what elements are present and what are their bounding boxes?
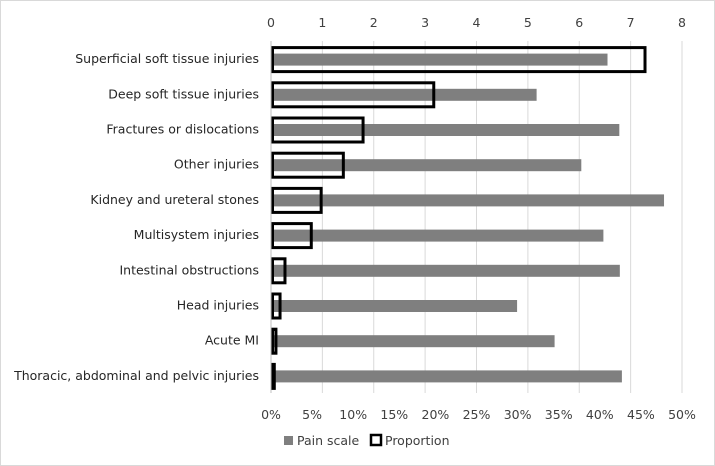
bottom-axis-tick-label: 50% bbox=[668, 407, 696, 422]
legend: Pain scale Proportion bbox=[284, 433, 450, 448]
top-axis-ticks: 0 1 2 3 4 5 6 7 8 bbox=[267, 15, 686, 30]
bottom-axis-tick-label: 20% bbox=[422, 407, 450, 422]
bottom-axis-tick-label: 30% bbox=[504, 407, 532, 422]
proportion-bar bbox=[271, 292, 282, 320]
pain-scale-bar bbox=[271, 264, 620, 277]
category-label: Head injuries bbox=[177, 298, 259, 313]
pain-scale-bar bbox=[271, 194, 665, 207]
bottom-axis-tick-label: 40% bbox=[586, 407, 614, 422]
pain-scale-bar bbox=[271, 300, 518, 312]
proportion-bar bbox=[271, 116, 365, 144]
bottom-axis-tick-label: 35% bbox=[545, 407, 573, 422]
category-label: Fractures or dislocations bbox=[106, 122, 259, 137]
proportion-bar bbox=[271, 327, 278, 355]
proportion-bar bbox=[271, 81, 436, 109]
proportion-bar bbox=[271, 186, 323, 214]
bottom-axis-tick-label: 0% bbox=[261, 407, 281, 422]
top-axis-tick-label: 2 bbox=[370, 15, 378, 30]
category-label: Multisystem injuries bbox=[134, 227, 259, 242]
pain-scale-bar bbox=[271, 53, 608, 66]
top-axis-tick-label: 4 bbox=[473, 15, 481, 30]
legend-label-pain-scale: Pain scale bbox=[297, 433, 360, 448]
pain-scale-bar bbox=[271, 229, 604, 242]
proportion-bar bbox=[271, 151, 345, 179]
category-label: Intestinal obstructions bbox=[119, 262, 259, 277]
proportion-bars bbox=[271, 46, 647, 390]
bottom-axis-tick-label: 45% bbox=[627, 407, 655, 422]
pain-scale-bar bbox=[271, 124, 620, 136]
legend-label-proportion: Proportion bbox=[385, 433, 450, 448]
proportion-bar bbox=[271, 362, 276, 390]
bottom-axis-tick-label: 25% bbox=[463, 407, 491, 422]
pain-scale-bar bbox=[271, 159, 582, 172]
proportion-bar bbox=[271, 46, 647, 74]
legend-swatch-pain-scale bbox=[284, 436, 293, 445]
bottom-axis-tick-label: 10% bbox=[339, 407, 367, 422]
category-label: Deep soft tissue injuries bbox=[108, 86, 259, 101]
top-axis-tick-label: 7 bbox=[627, 15, 635, 30]
legend-swatch-proportion bbox=[369, 433, 383, 447]
category-label: Thoracic, abdominal and pelvic injuries bbox=[13, 368, 259, 383]
pain-scale-bars bbox=[271, 53, 665, 383]
pain-scale-bar bbox=[271, 88, 537, 101]
top-axis-tick-label: 6 bbox=[575, 15, 583, 30]
category-label: Acute MI bbox=[205, 333, 259, 348]
category-label: Other injuries bbox=[174, 157, 259, 172]
proportion-bar bbox=[271, 257, 287, 285]
top-axis-tick-label: 1 bbox=[318, 15, 326, 30]
category-labels: Superficial soft tissue injuries Deep sof… bbox=[13, 51, 259, 383]
top-axis-tick-label: 3 bbox=[421, 15, 429, 30]
category-label: Kidney and ureteral stones bbox=[90, 192, 259, 207]
proportion-bar bbox=[271, 222, 313, 250]
top-axis-tick-label: 5 bbox=[524, 15, 532, 30]
category-label: Superficial soft tissue injuries bbox=[75, 51, 259, 66]
top-axis-tick-label: 0 bbox=[267, 15, 275, 30]
bottom-axis-tick-label: 5% bbox=[302, 407, 322, 422]
bottom-axis-tick-label: 15% bbox=[380, 407, 408, 422]
top-axis-tick-label: 8 bbox=[678, 15, 686, 30]
bottom-axis-ticks: 0% 5% 10% 15% 20% 25% 30% 35% 40% 45% 50% bbox=[261, 407, 696, 422]
pain-scale-bar bbox=[271, 335, 555, 348]
pain-scale-bar bbox=[271, 370, 622, 383]
